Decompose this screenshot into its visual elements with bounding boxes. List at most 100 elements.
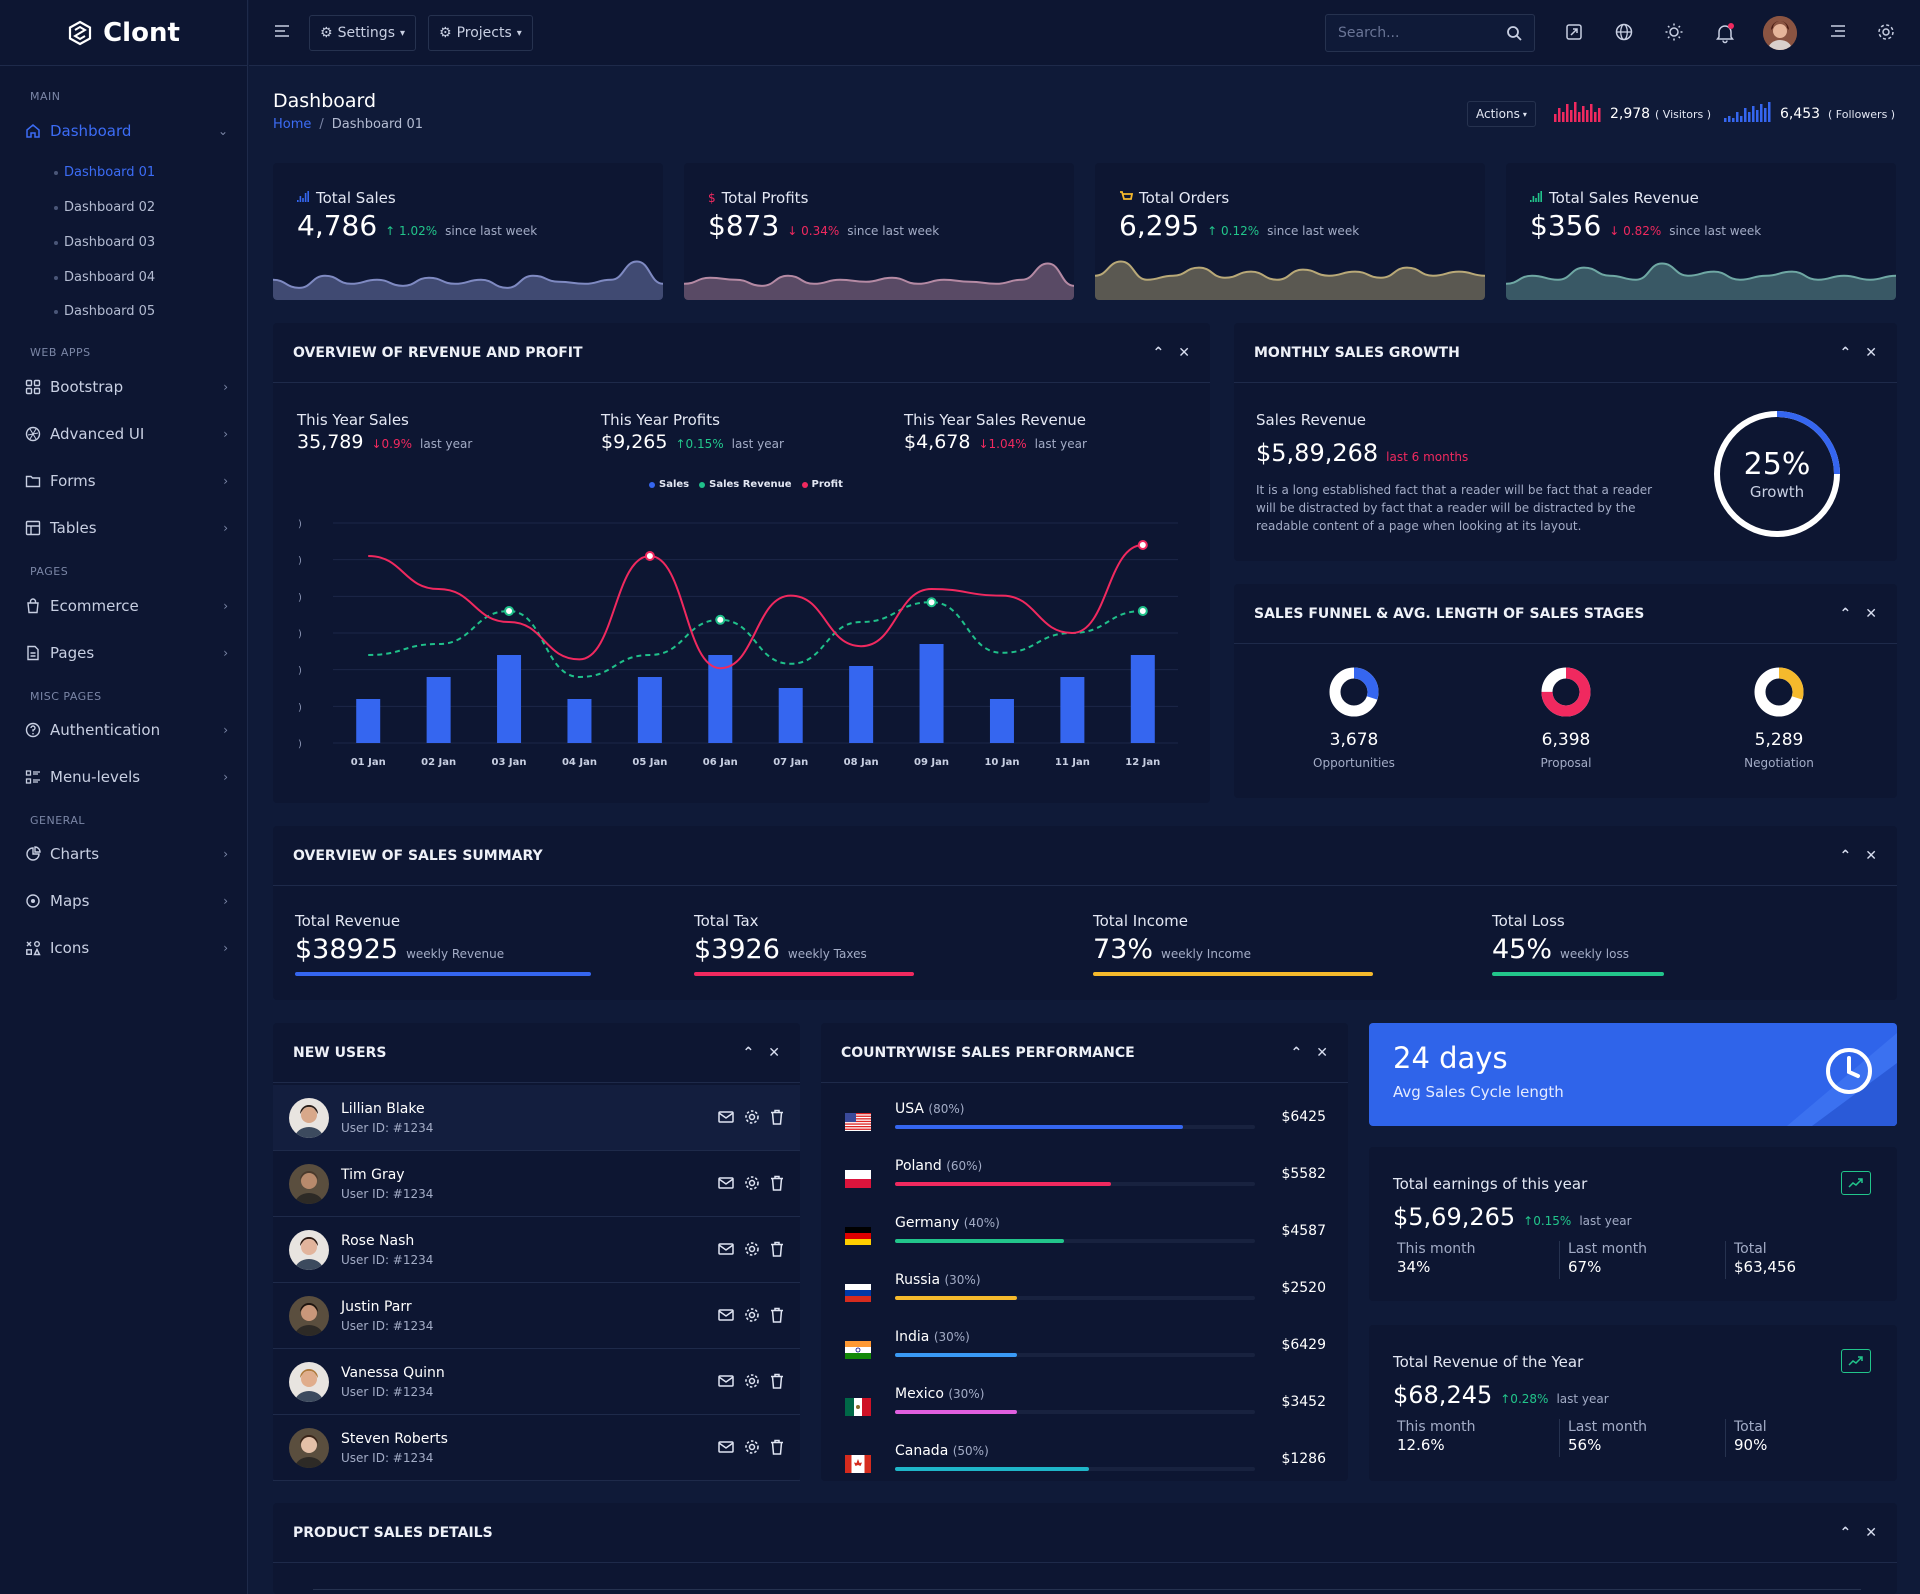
collapse-icon[interactable]: ⌃	[1839, 344, 1852, 361]
collapse-icon[interactable]: ⌃	[1839, 1524, 1852, 1541]
list-item[interactable]: Vanessa Quinn User ID: #1234	[273, 1349, 800, 1415]
mail-icon[interactable]	[718, 1241, 734, 1261]
align-right-icon[interactable]	[1829, 22, 1851, 44]
sidebar-item-ecommerce[interactable]: Ecommerce ›	[24, 591, 228, 621]
collapse-icon[interactable]: ⌃	[1839, 605, 1852, 622]
trash-icon[interactable]	[770, 1241, 784, 1261]
fullscreen-icon[interactable]	[1564, 22, 1586, 44]
sidebar-item-pages[interactable]: Pages ›	[24, 638, 228, 668]
sidebar-sub-dashboard-04[interactable]: Dashboard 04	[54, 270, 155, 285]
collapse-icon[interactable]: ⌃	[1152, 344, 1165, 361]
legend-label: Profit	[811, 479, 843, 490]
projects-dropdown[interactable]: ⚙ Projects ▾	[428, 15, 533, 51]
card-title: NEW USERS	[293, 1044, 387, 1061]
donut-negotiation	[1754, 667, 1804, 717]
sidebar-sub-dashboard-02[interactable]: Dashboard 02	[54, 200, 155, 215]
user-name[interactable]: Justin Parr	[341, 1299, 412, 1315]
gear-icon[interactable]	[744, 1109, 760, 1129]
x-tick-label: 12 Jan	[1125, 757, 1160, 768]
trash-icon[interactable]	[770, 1307, 784, 1327]
sidebar-item-authentication[interactable]: Authentication ›	[24, 715, 228, 745]
actions-button[interactable]: Actions ▾	[1467, 101, 1536, 127]
user-id: User ID: #1234	[341, 1319, 434, 1333]
list-item[interactable]: Russia (30%) $2520	[821, 1272, 1348, 1312]
menu-toggle-icon[interactable]	[273, 22, 295, 44]
globe-icon[interactable]	[1614, 22, 1636, 44]
close-icon[interactable]: ✕	[768, 1044, 780, 1061]
gear-icon[interactable]	[744, 1241, 760, 1261]
close-icon[interactable]: ✕	[1865, 847, 1877, 864]
summary-note: weekly Revenue	[406, 947, 505, 961]
list-item[interactable]: Steven Roberts User ID: #1234	[273, 1415, 800, 1481]
trash-icon[interactable]	[770, 1175, 784, 1195]
card-title: SALES FUNNEL & AVG. LENGTH OF SALES STAG…	[1254, 605, 1645, 622]
mail-icon[interactable]	[718, 1439, 734, 1459]
list-item[interactable]: Mexico (30%) $3452	[821, 1386, 1348, 1426]
sidebar-sub-dashboard-03[interactable]: Dashboard 03	[54, 235, 155, 250]
gear-icon[interactable]	[744, 1175, 760, 1195]
close-icon[interactable]: ✕	[1865, 1524, 1877, 1541]
search-icon[interactable]	[1506, 25, 1522, 41]
trash-icon[interactable]	[770, 1439, 784, 1459]
settings-gear-icon[interactable]	[1876, 22, 1898, 44]
user-name[interactable]: Tim Gray	[341, 1167, 405, 1183]
list-item[interactable]: Poland (60%) $5582	[821, 1158, 1348, 1198]
close-icon[interactable]: ✕	[1178, 344, 1190, 361]
sidebar-item-menu-levels[interactable]: Menu-levels ›	[24, 762, 228, 792]
sidebar-item-dashboard[interactable]: Dashboard ⌄	[24, 116, 228, 146]
gear-icon[interactable]	[744, 1307, 760, 1327]
chevron-down-icon: ▾	[399, 27, 406, 39]
list-item[interactable]: India (30%) $6429	[821, 1329, 1348, 1369]
sidebar-sub-dashboard-05[interactable]: Dashboard 05	[54, 304, 155, 319]
mail-icon[interactable]	[718, 1175, 734, 1195]
trend-icon[interactable]	[1841, 1349, 1871, 1373]
sidebar-item-tables[interactable]: Tables ›	[24, 513, 228, 543]
mail-icon[interactable]	[718, 1373, 734, 1393]
user-name[interactable]: Vanessa Quinn	[341, 1365, 445, 1381]
chevron-right-icon: ›	[223, 474, 228, 488]
country-pct: (30%)	[948, 1387, 985, 1401]
sidebar-item-advanced-ui[interactable]: Advanced UI ›	[24, 419, 228, 449]
list-item[interactable]: Germany (40%) $4587	[821, 1215, 1348, 1255]
sidebar-item-forms[interactable]: Forms ›	[24, 466, 228, 496]
list-item[interactable]: Tim Gray User ID: #1234	[273, 1151, 800, 1217]
point-sales-revenue	[715, 614, 726, 625]
collapse-icon[interactable]: ⌃	[1839, 847, 1852, 864]
collapse-icon[interactable]: ⌃	[742, 1044, 755, 1061]
summary-label: Total Loss	[1492, 912, 1565, 930]
gear-icon[interactable]	[744, 1373, 760, 1393]
list-item[interactable]: USA (80%) $6425	[821, 1101, 1348, 1141]
search-input[interactable]: Search...	[1325, 14, 1535, 52]
bell-icon[interactable]	[1714, 22, 1736, 44]
chevron-right-icon: ›	[223, 521, 228, 535]
list-item[interactable]: Lillian Blake User ID: #1234	[273, 1085, 800, 1151]
user-name[interactable]: Rose Nash	[341, 1233, 415, 1249]
trend-icon[interactable]	[1841, 1171, 1871, 1195]
avatar[interactable]	[1763, 16, 1797, 50]
list-item[interactable]: Rose Nash User ID: #1234	[273, 1217, 800, 1283]
sun-icon[interactable]	[1664, 22, 1686, 44]
mail-icon[interactable]	[718, 1109, 734, 1129]
mail-icon[interactable]	[718, 1307, 734, 1327]
chevron-right-icon: ›	[223, 427, 228, 441]
gear-icon[interactable]	[744, 1439, 760, 1459]
collapse-icon[interactable]: ⌃	[1290, 1044, 1303, 1061]
user-name[interactable]: Steven Roberts	[341, 1431, 448, 1447]
sidebar-item-maps[interactable]: Maps ›	[24, 886, 228, 916]
close-icon[interactable]: ✕	[1865, 605, 1877, 622]
trash-icon[interactable]	[770, 1109, 784, 1129]
close-icon[interactable]: ✕	[1865, 344, 1877, 361]
trash-icon[interactable]	[770, 1373, 784, 1393]
projects-label: Projects	[456, 25, 512, 41]
sidebar-item-charts[interactable]: Charts ›	[24, 839, 228, 869]
settings-dropdown[interactable]: ⚙ Settings ▾	[309, 15, 417, 51]
sidebar-item-icons[interactable]: Icons ›	[24, 933, 228, 963]
list-item[interactable]: Justin Parr User ID: #1234	[273, 1283, 800, 1349]
sidebar-item-bootstrap[interactable]: Bootstrap ›	[24, 372, 228, 402]
list-item[interactable]: Canada (50%) $1286	[821, 1443, 1348, 1483]
breadcrumb-home[interactable]: Home	[273, 117, 312, 132]
logo[interactable]: Clont	[0, 0, 247, 66]
user-name[interactable]: Lillian Blake	[341, 1101, 425, 1117]
close-icon[interactable]: ✕	[1316, 1044, 1328, 1061]
sidebar-sub-dashboard-01[interactable]: Dashboard 01	[54, 165, 155, 180]
